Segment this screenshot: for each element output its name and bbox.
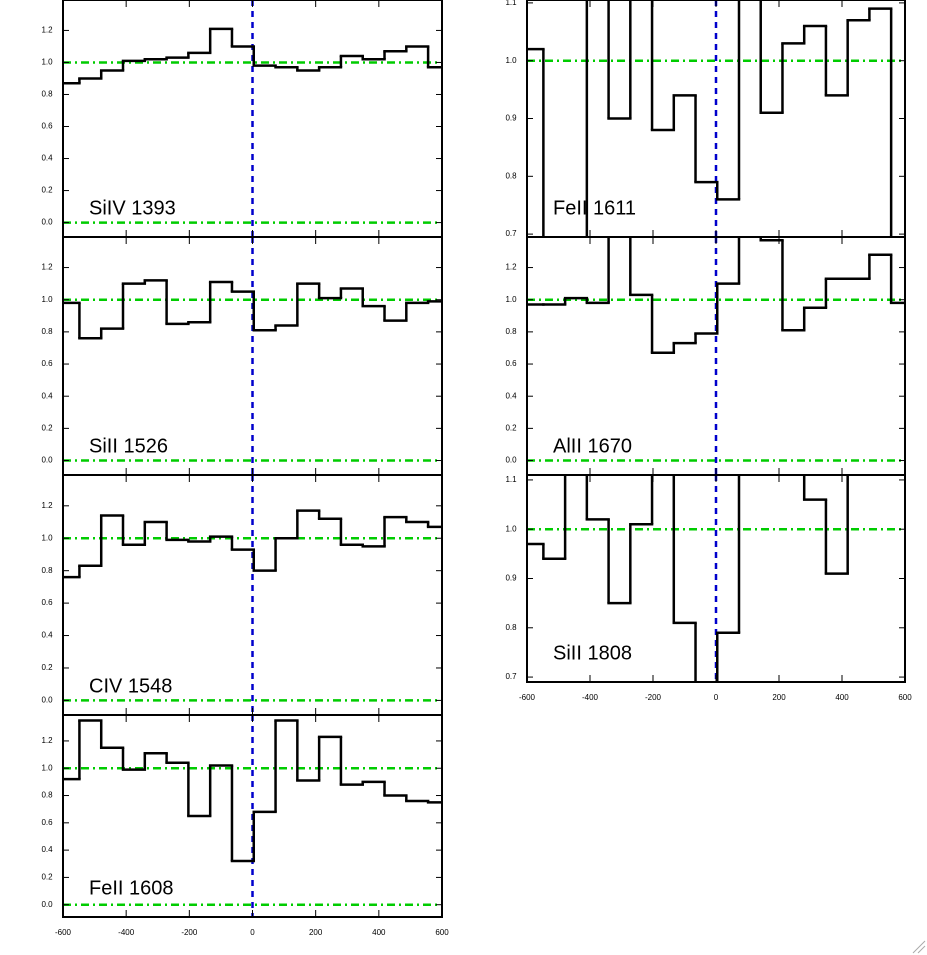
resize-grip (912, 940, 926, 954)
x-tick-label: -600 (519, 693, 536, 702)
plot-area (63, 715, 442, 917)
y-tick-label: 1.2 (505, 263, 517, 272)
x-tick-label: 600 (898, 693, 912, 702)
y-tick-label: 1.0 (505, 524, 517, 533)
y-tick-label: 0.8 (505, 623, 517, 632)
frame (62, 714, 443, 918)
y-tick-label: 0.9 (505, 574, 517, 583)
y-tick-label: 0.8 (41, 327, 53, 336)
x-tick-label: -400 (118, 928, 135, 937)
y-tick-label: 1.0 (505, 295, 517, 304)
y-tick-label: 1.1 (505, 475, 517, 484)
panel: 0.0 0.2 0.4 0.6 0.8 1.0 1.2 SiII 1526 (41, 236, 443, 476)
y-tick-label: 0.8 (505, 171, 517, 180)
panel-label: SiII 1808 (553, 642, 632, 664)
panel-label: CIV 1548 (89, 675, 172, 697)
y-tick-label: 0.0 (41, 218, 53, 227)
panel-label: AlII 1670 (553, 435, 632, 457)
y-tick-label: 0.6 (41, 122, 53, 131)
panel: 0.7 0.8 0.9 1.0 1.1 FeII 1611 (505, 0, 906, 238)
x-tick-label: 400 (835, 693, 849, 702)
y-tick-label: 0.9 (505, 114, 517, 123)
y-tick-label: 0.2 (41, 423, 53, 432)
y-tick-label: 0.2 (505, 423, 517, 432)
x-tick-label: 0 (714, 693, 719, 702)
y-tick-label: 1.2 (41, 263, 53, 272)
y-tick-label: 0.6 (505, 359, 517, 368)
y-tick-label: 0.4 (41, 391, 53, 400)
panel: 0.7 0.8 0.9 1.0 1.1 -600 -400 -200 0 200 400 600 SiI… (505, 474, 912, 702)
y-tick-label: 1.1 (505, 0, 517, 7)
panel-label: SiIV 1393 (89, 197, 176, 219)
y-tick-label: 0.7 (505, 229, 517, 238)
plot-area (63, 475, 442, 715)
panel: 0.0 0.2 0.4 0.6 0.8 1.0 1.2 AlII 1670 (505, 236, 906, 476)
y-tick-label: 0.4 (41, 154, 53, 163)
frame (526, 474, 906, 683)
y-tick-label: 0.8 (505, 327, 517, 336)
y-tick-label: 0.2 (41, 873, 53, 882)
y-tick-label: 0.8 (41, 791, 53, 800)
x-tick-label: 400 (372, 928, 386, 937)
x-tick-label: 200 (309, 928, 323, 937)
y-tick-label: 0.0 (41, 900, 53, 909)
y-tick-label: 0.4 (505, 391, 517, 400)
y-tick-label: 1.0 (41, 295, 53, 304)
x-tick-label: 0 (250, 928, 255, 937)
x-tick-label: -600 (55, 928, 72, 937)
y-tick-label: 1.2 (41, 736, 53, 745)
panel-label: SiII 1526 (89, 435, 168, 457)
y-tick-label: 1.0 (41, 763, 53, 772)
plot-area (527, 475, 905, 682)
y-tick-label: 0.0 (41, 456, 53, 465)
y-tick-label: 0.4 (41, 845, 53, 854)
y-tick-label: 1.0 (505, 56, 517, 65)
x-tick-label: 600 (435, 928, 449, 937)
plot-area (527, 0, 905, 237)
x-tick-label: -200 (181, 928, 198, 937)
y-tick-label: 0.2 (41, 663, 53, 672)
x-tick-label: -200 (645, 693, 662, 702)
y-tick-label: 0.6 (41, 359, 53, 368)
panel-label: FeII 1608 (89, 877, 174, 899)
panel: 0.0 0.2 0.4 0.6 0.8 1.0 1.2 SiIV 1393 (41, 0, 443, 238)
plot-area (527, 237, 905, 475)
y-tick-label: 0.6 (41, 818, 53, 827)
panel-label: FeII 1611 (553, 197, 636, 219)
y-tick-label: 1.0 (41, 533, 53, 542)
y-tick-label: 1.2 (41, 26, 53, 35)
panel: 0.0 0.2 0.4 0.6 0.8 1.0 1.2 CIV 1548 (41, 474, 443, 716)
plot-area (63, 0, 442, 237)
y-tick-label: 1.2 (41, 501, 53, 510)
y-tick-label: 0.0 (505, 456, 517, 465)
panel: 0.0 0.2 0.4 0.6 0.8 1.0 1.2 -600 -400 -200 0 200 400… (41, 714, 449, 937)
y-tick-label: 0.7 (505, 672, 517, 681)
plot-area (63, 237, 442, 475)
y-tick-label: 0.4 (41, 631, 53, 640)
y-tick-label: 0.8 (41, 566, 53, 575)
y-tick-label: 1.0 (41, 58, 53, 67)
y-tick-label: 0.6 (41, 598, 53, 607)
x-tick-label: 200 (772, 693, 786, 702)
x-tick-label: -400 (582, 693, 599, 702)
y-tick-label: 0.8 (41, 90, 53, 99)
y-tick-label: 0.0 (41, 696, 53, 705)
y-tick-label: 0.2 (41, 186, 53, 195)
